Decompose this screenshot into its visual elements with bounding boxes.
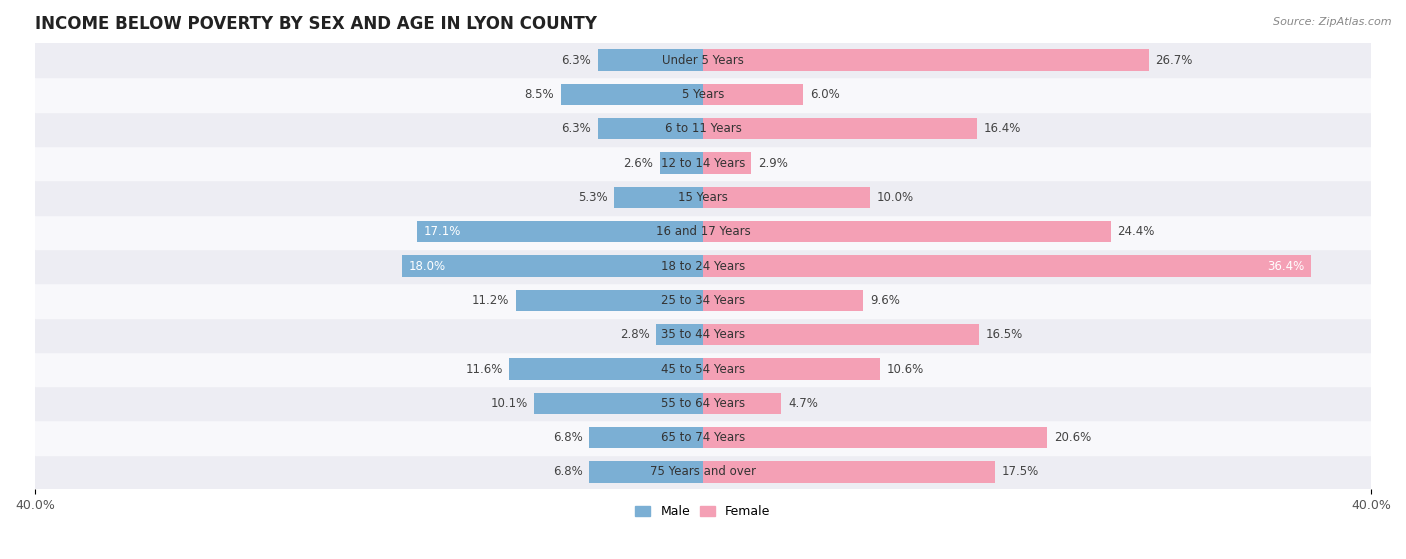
Text: 12 to 14 Years: 12 to 14 Years [661,157,745,169]
Bar [35,283,1371,318]
Text: 15 Years: 15 Years [678,191,728,204]
Text: 65 to 74 Years: 65 to 74 Years [661,431,745,444]
Bar [35,112,1371,146]
Bar [703,84,803,105]
Text: Source: ZipAtlas.com: Source: ZipAtlas.com [1274,17,1392,27]
Bar [703,187,870,208]
Bar [35,146,1371,180]
Text: 20.6%: 20.6% [1053,431,1091,444]
Bar [534,392,703,414]
Bar [659,153,703,174]
Text: 2.8%: 2.8% [620,328,650,341]
Text: 16.5%: 16.5% [986,328,1022,341]
Bar [35,215,1371,249]
Text: 10.6%: 10.6% [887,362,924,376]
Text: 55 to 64 Years: 55 to 64 Years [661,397,745,410]
Bar [703,118,977,139]
Bar [402,255,703,277]
Text: 2.6%: 2.6% [623,157,652,169]
Text: 6.8%: 6.8% [553,466,582,479]
Text: 9.6%: 9.6% [870,294,900,307]
Bar [589,461,703,482]
Bar [703,392,782,414]
Text: 24.4%: 24.4% [1118,225,1154,238]
Bar [35,386,1371,420]
Bar [703,324,979,345]
Text: 6.3%: 6.3% [561,54,591,67]
Text: 26.7%: 26.7% [1156,54,1192,67]
Text: 11.6%: 11.6% [465,362,502,376]
Bar [35,43,1371,77]
Text: 25 to 34 Years: 25 to 34 Years [661,294,745,307]
Bar [35,180,1371,215]
Text: 17.1%: 17.1% [425,225,461,238]
Text: 18 to 24 Years: 18 to 24 Years [661,259,745,273]
Bar [589,427,703,448]
Text: 4.7%: 4.7% [789,397,818,410]
Bar [35,455,1371,489]
Text: 6.3%: 6.3% [561,122,591,135]
Bar [614,187,703,208]
Bar [35,249,1371,283]
Text: INCOME BELOW POVERTY BY SEX AND AGE IN LYON COUNTY: INCOME BELOW POVERTY BY SEX AND AGE IN L… [35,15,598,33]
Text: 18.0%: 18.0% [409,259,446,273]
Text: 16.4%: 16.4% [984,122,1021,135]
Bar [35,77,1371,112]
Text: 2.9%: 2.9% [758,157,787,169]
Text: 5.3%: 5.3% [578,191,607,204]
Text: 6.0%: 6.0% [810,88,839,101]
Bar [703,358,880,380]
Text: 10.1%: 10.1% [491,397,527,410]
Text: 35 to 44 Years: 35 to 44 Years [661,328,745,341]
Bar [598,118,703,139]
Bar [509,358,703,380]
Text: Under 5 Years: Under 5 Years [662,54,744,67]
Text: 10.0%: 10.0% [877,191,914,204]
Bar [516,290,703,311]
Bar [35,352,1371,386]
Bar [598,49,703,70]
Text: 17.5%: 17.5% [1002,466,1039,479]
Bar [703,255,1310,277]
Legend: Male, Female: Male, Female [630,500,776,523]
Text: 6 to 11 Years: 6 to 11 Years [665,122,741,135]
Bar [561,84,703,105]
Bar [703,153,751,174]
Text: 8.5%: 8.5% [524,88,554,101]
Text: 5 Years: 5 Years [682,88,724,101]
Bar [703,290,863,311]
Bar [35,420,1371,455]
Text: 36.4%: 36.4% [1267,259,1305,273]
Text: 16 and 17 Years: 16 and 17 Years [655,225,751,238]
Bar [703,427,1047,448]
Bar [703,221,1111,243]
Bar [35,318,1371,352]
Text: 75 Years and over: 75 Years and over [650,466,756,479]
Bar [418,221,703,243]
Bar [657,324,703,345]
Bar [703,461,995,482]
Text: 45 to 54 Years: 45 to 54 Years [661,362,745,376]
Text: 6.8%: 6.8% [553,431,582,444]
Text: 11.2%: 11.2% [472,294,509,307]
Bar [703,49,1149,70]
